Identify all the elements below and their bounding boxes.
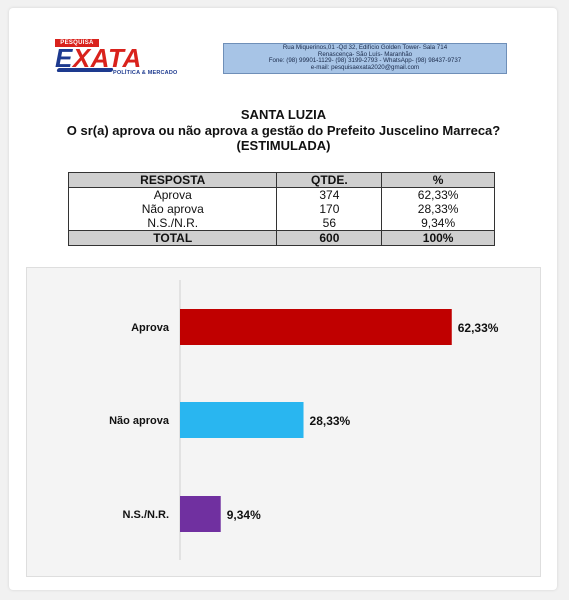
cell-answer: N.S./N.R. xyxy=(67,216,278,231)
header-qtde: QTDE. xyxy=(276,172,383,188)
table-row: Não aprova 170 28,33% xyxy=(67,202,495,216)
bar xyxy=(180,402,304,438)
contact-address: Rua Miquerinos,01 -Qd 32, Edifício Golde… xyxy=(282,44,448,51)
logo-subtitle: POLÍTICA & MERCADO xyxy=(113,70,178,76)
total-count: 600 xyxy=(276,230,383,246)
question-type: (ESTIMULADA) xyxy=(236,138,331,153)
bar-value-label: 62,33% xyxy=(458,321,499,335)
cell-answer: Não aprova xyxy=(67,202,278,216)
survey-title: SANTA LUZIA O sr(a) aprova ou não aprova… xyxy=(29,107,538,154)
question-title: O sr(a) aprova ou não aprova a gestão do… xyxy=(66,122,501,138)
total-label: TOTAL xyxy=(67,230,278,246)
contact-phones: Fone: (98) 99901-1129- (98) 3199-2793 - … xyxy=(268,57,462,65)
cell-percent: 28,33% xyxy=(381,202,495,216)
contact-email: e-mail: pesquisaexata2020@gmail.com xyxy=(310,63,420,71)
cell-percent: 9,34% xyxy=(381,216,495,231)
table-row: N.S./N.R. 56 9,34% xyxy=(67,216,495,231)
table-header-row: RESPOSTA QTDE. % xyxy=(67,172,495,188)
contact-city: Renascença- São Luís- Maranhão xyxy=(317,50,413,58)
total-percent: 100% xyxy=(381,230,495,246)
contact-box: Rua Miquerinos,01 -Qd 32, Edifício Golde… xyxy=(223,43,507,74)
logo-top-text: PESQUISA xyxy=(55,39,99,47)
cell-percent: 62,33% xyxy=(381,187,495,202)
category-label: Não aprova xyxy=(109,415,170,427)
bar-value-label: 9,34% xyxy=(227,508,261,522)
category-label: N.S./N.R. xyxy=(123,509,169,521)
report-page: PESQUISA EXATA POLÍTICA & MERCADO Rua Mi… xyxy=(9,8,557,590)
cell-count: 56 xyxy=(276,216,383,231)
logo-swoosh xyxy=(56,68,114,72)
city-title: SANTA LUZIA xyxy=(240,107,327,122)
exata-logo: PESQUISA EXATA POLÍTICA & MERCADO xyxy=(55,39,193,79)
results-table: RESPOSTA QTDE. % Aprova 374 62,33% Não a… xyxy=(67,172,495,246)
bar-chart: Aprova 62,33% Não aprova 28,33% N.S./N.R. 9,3… xyxy=(109,280,499,560)
bar-chart-card: Aprova 62,33% Não aprova 28,33% N.S./N.R. 9,3… xyxy=(26,267,541,577)
cell-count: 374 xyxy=(276,187,383,202)
category-label: Aprova xyxy=(131,322,170,334)
logo-word-rest: XATA xyxy=(72,43,142,73)
header-percent: % xyxy=(381,172,495,188)
bar xyxy=(180,496,221,532)
header-resposta: RESPOSTA xyxy=(67,172,278,188)
bar-value-label: 28,33% xyxy=(310,414,351,428)
cell-count: 170 xyxy=(276,202,383,216)
cell-answer: Aprova xyxy=(67,187,278,202)
bar xyxy=(180,309,452,345)
logo-word-e: E xyxy=(55,43,73,73)
table-total-row: TOTAL 600 100% xyxy=(67,230,495,246)
logo-word: EXATA xyxy=(55,45,193,71)
table-row: Aprova 374 62,33% xyxy=(67,187,495,202)
